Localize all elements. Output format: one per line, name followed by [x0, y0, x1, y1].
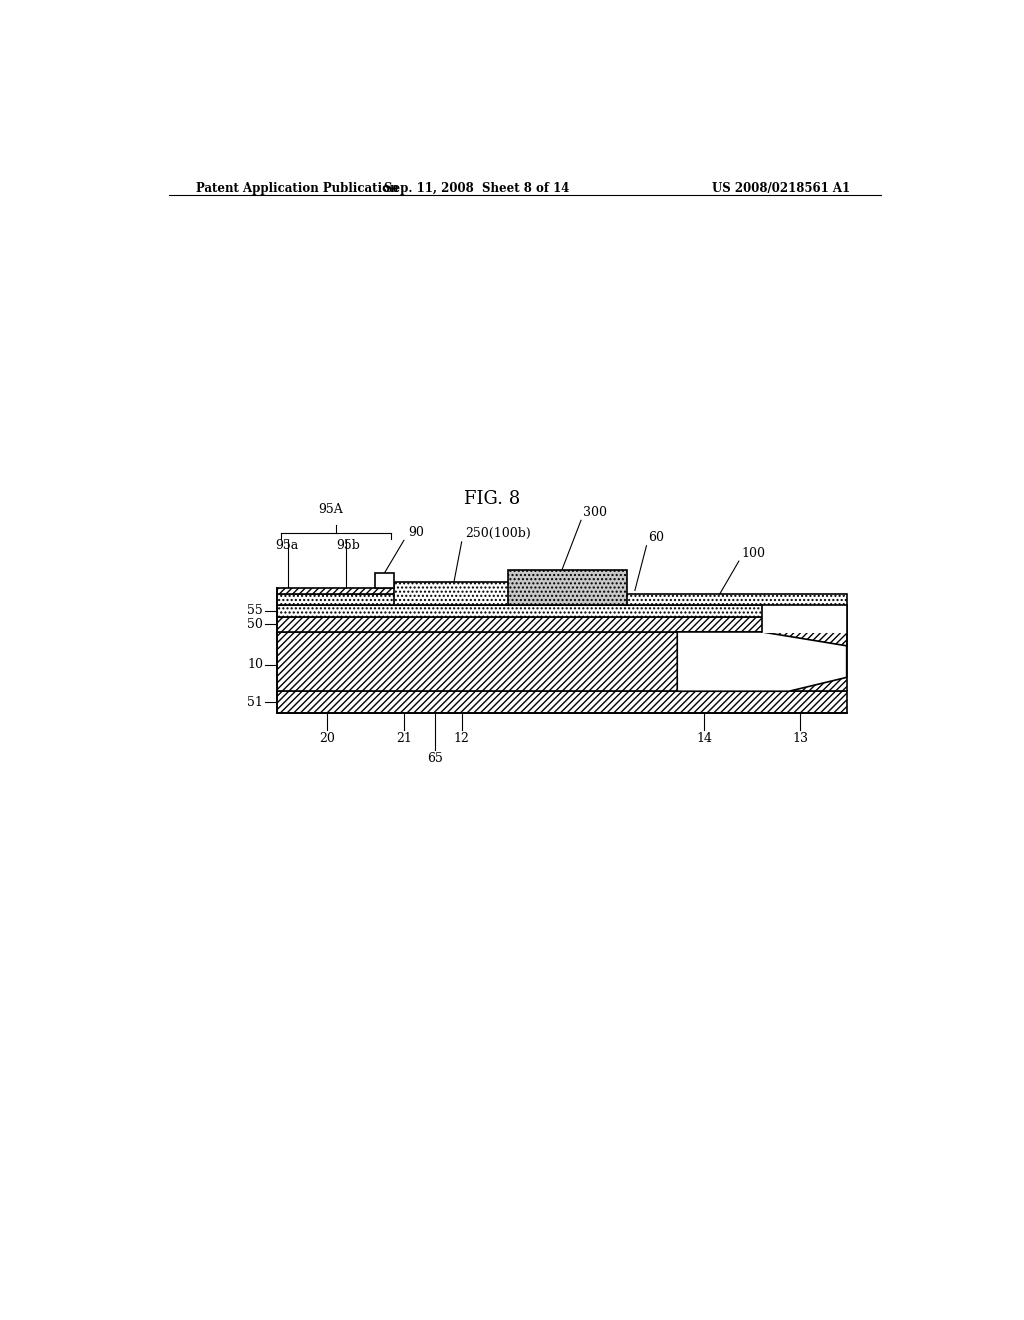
Text: FIG. 8: FIG. 8: [464, 490, 520, 507]
Text: 100: 100: [741, 546, 765, 560]
Bar: [762, 605, 847, 632]
Text: 12: 12: [454, 733, 470, 744]
Bar: [276, 632, 847, 692]
Bar: [276, 589, 535, 594]
Bar: [762, 616, 847, 632]
Text: 21: 21: [396, 733, 412, 744]
Text: 60: 60: [648, 531, 664, 544]
Bar: [508, 570, 628, 605]
Bar: [508, 570, 628, 605]
Bar: [276, 594, 847, 605]
Bar: [276, 616, 847, 632]
Text: 95a: 95a: [275, 539, 298, 552]
Text: 10: 10: [247, 659, 263, 671]
Bar: [276, 632, 847, 692]
Bar: [394, 582, 578, 605]
Text: 250(100b): 250(100b): [466, 527, 531, 540]
Bar: [394, 582, 578, 605]
Text: 13: 13: [793, 733, 809, 744]
Bar: [762, 605, 847, 616]
Polygon shape: [677, 632, 847, 692]
Bar: [276, 692, 847, 713]
Bar: [276, 594, 847, 605]
Text: 90: 90: [408, 525, 424, 539]
Text: 95b: 95b: [336, 539, 359, 552]
Text: Sep. 11, 2008  Sheet 8 of 14: Sep. 11, 2008 Sheet 8 of 14: [384, 182, 569, 194]
Text: 65: 65: [427, 752, 442, 766]
Bar: [276, 692, 847, 713]
Text: 55: 55: [247, 605, 263, 618]
Bar: [276, 589, 535, 594]
Bar: [276, 616, 847, 632]
Text: 14: 14: [696, 733, 713, 744]
Text: 20: 20: [318, 733, 335, 744]
Text: 51: 51: [247, 696, 263, 709]
Bar: [276, 605, 847, 616]
Text: US 2008/0218561 A1: US 2008/0218561 A1: [713, 182, 851, 194]
Text: 300: 300: [584, 506, 607, 519]
Bar: [276, 605, 847, 616]
Text: 50: 50: [247, 618, 263, 631]
Text: Patent Application Publication: Patent Application Publication: [196, 182, 398, 194]
Text: 95A: 95A: [318, 503, 343, 516]
Bar: [376, 573, 394, 589]
